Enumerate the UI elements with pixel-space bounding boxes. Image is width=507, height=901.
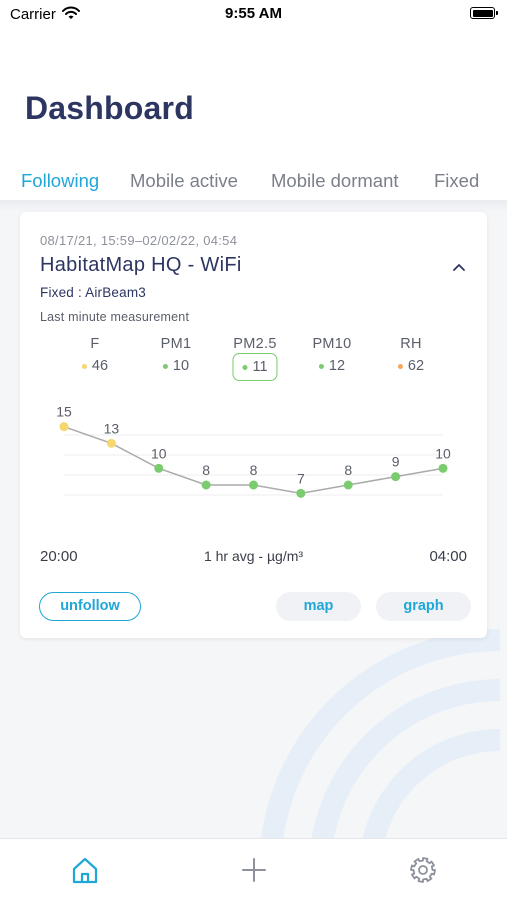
chart-point <box>59 422 69 432</box>
stream-value: 10 <box>172 358 190 374</box>
wifi-icon <box>62 6 80 25</box>
tab-following[interactable]: Following <box>21 170 100 191</box>
chart-data-label: 8 <box>250 462 258 478</box>
tab-divider <box>0 200 507 212</box>
chart-data-label: 9 <box>392 454 400 470</box>
stream-pm2-5[interactable]: PM2.5 11 <box>225 336 285 386</box>
session-title: HabitatMap HQ - WiFi <box>40 254 242 276</box>
page-title: Dashboard <box>25 90 194 126</box>
plus-icon[interactable] <box>239 855 269 885</box>
measurement-label: Last minute measurement <box>40 310 190 324</box>
map-button[interactable]: map <box>276 592 361 621</box>
stream-name: PM1 <box>160 336 192 352</box>
chart-point <box>343 480 353 490</box>
stream-rh[interactable]: RH 62 <box>381 336 441 386</box>
stream-value: 12 <box>328 358 346 374</box>
chart-point <box>296 488 306 498</box>
measurement-chart: 15 13 10 8 8 7 8 9 10 <box>56 404 451 498</box>
stream-name: PM10 <box>312 336 352 352</box>
status-dot <box>242 364 248 370</box>
status-dot <box>162 363 168 369</box>
home-icon[interactable] <box>70 855 100 885</box>
chart-point <box>249 480 258 490</box>
stream-value: 62 <box>407 358 425 374</box>
chart-point <box>391 472 401 482</box>
stream-value: 11 <box>252 359 268 375</box>
stream-value: 46 <box>91 358 109 374</box>
status-bar: Carrier 9:55 AM <box>0 0 507 30</box>
chart-start-time: 20:00 <box>40 548 78 565</box>
carrier-label: Carrier <box>10 6 56 23</box>
chart-data-label: 7 <box>297 470 305 486</box>
tab-fixed[interactable]: Fixed <box>434 170 480 191</box>
chart-data-label: 10 <box>435 445 451 461</box>
graph-button[interactable]: graph <box>376 592 471 621</box>
stream-pm10[interactable]: PM10 12 <box>302 336 362 386</box>
gear-icon[interactable] <box>408 855 438 885</box>
chart-data-label: 8 <box>344 462 352 478</box>
chart-data-label: 15 <box>56 404 72 420</box>
session-date-range: 08/17/21, 15:59–02/02/22, 04:54 <box>40 233 238 248</box>
session-tabs: Following Mobile active Mobile dormant F… <box>0 170 507 198</box>
unfollow-button[interactable]: unfollow <box>39 592 141 621</box>
stream-name: F <box>90 336 100 352</box>
bottom-tab-bar <box>0 838 507 901</box>
sensor-type: Fixed : AirBeam3 <box>40 285 146 300</box>
status-dot <box>397 363 403 369</box>
chart-point <box>438 463 448 473</box>
status-time: 9:55 AM <box>225 5 282 22</box>
stream-name: RH <box>400 336 422 352</box>
chart-end-time: 04:00 <box>429 548 467 565</box>
collapse-chevron-icon[interactable] <box>448 257 470 277</box>
stream-name: PM2.5 <box>233 336 277 352</box>
stream-f[interactable]: F 46 <box>65 336 125 386</box>
header-area <box>0 0 507 205</box>
chart-point <box>201 480 211 490</box>
chart-point <box>154 463 164 473</box>
tab-mobile-active[interactable]: Mobile active <box>130 170 238 191</box>
chart-data-label: 13 <box>104 420 120 436</box>
stream-pm1[interactable]: PM1 10 <box>146 336 206 386</box>
session-card: 08/17/21, 15:59–02/02/22, 04:54 HabitatM… <box>20 212 487 638</box>
status-dot <box>318 363 324 369</box>
tab-mobile-dormant[interactable]: Mobile dormant <box>271 170 399 191</box>
chart-point <box>106 438 116 448</box>
battery-icon <box>470 7 498 19</box>
chart-data-label: 10 <box>151 445 167 461</box>
status-dot <box>81 363 87 369</box>
chart-axis-label: 1 hr avg - µg/m³ <box>203 548 304 564</box>
chart-data-label: 8 <box>202 462 210 478</box>
